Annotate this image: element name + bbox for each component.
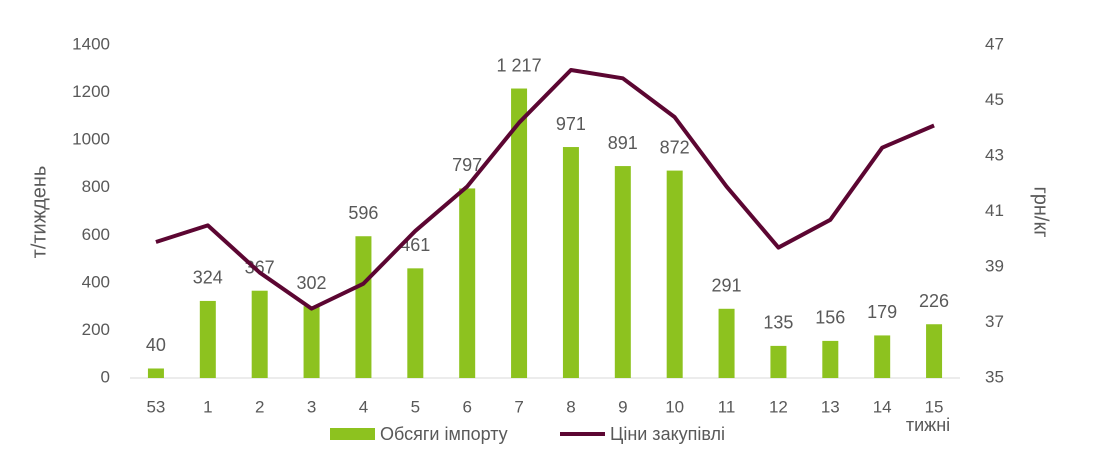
x-tick-label: 1: [203, 397, 212, 416]
bar: [407, 268, 424, 378]
data-label: 461: [400, 235, 430, 255]
bar: [147, 368, 164, 378]
data-label: 291: [712, 276, 742, 296]
data-label: 302: [297, 273, 327, 293]
x-tick-label: 10: [665, 397, 684, 416]
x-axis-label: тижні: [906, 415, 950, 435]
y2-tick-label: 43: [985, 145, 1004, 164]
x-tick-label: 13: [821, 397, 840, 416]
data-label: 797: [452, 155, 482, 175]
y-tick-label: 400: [82, 272, 110, 291]
x-tick-label: 11: [718, 397, 736, 416]
data-label: 971: [556, 114, 586, 134]
bar: [511, 88, 528, 378]
y2-tick-label: 41: [985, 201, 1004, 220]
bar: [822, 340, 839, 378]
y-tick-label: 0: [101, 367, 110, 386]
data-label: 179: [867, 302, 897, 322]
y-tick-label: 800: [82, 177, 110, 196]
bar: [355, 236, 372, 378]
x-tick-label: 4: [359, 397, 368, 416]
legend-label: Обсяги імпорту: [380, 424, 508, 444]
y2-tick-label: 37: [985, 312, 1004, 331]
bar: [251, 290, 268, 378]
bar: [199, 300, 216, 378]
bar: [926, 324, 943, 378]
y-tick-label: 1400: [72, 34, 110, 53]
y-tick-label: 1000: [72, 130, 110, 149]
data-label: 891: [608, 133, 638, 153]
line: [155, 67, 935, 311]
x-tick-label: 15: [925, 397, 944, 416]
bar: [303, 306, 320, 378]
bar: [459, 188, 476, 378]
x-tick-label: 2: [255, 397, 264, 416]
data-label: 596: [348, 203, 378, 223]
y2-tick-label: 45: [985, 90, 1004, 109]
data-label: 226: [919, 291, 949, 311]
x-tick-label: 9: [618, 397, 627, 416]
data-label: 367: [245, 257, 275, 277]
data-label: 1 217: [497, 55, 542, 75]
y-tick-label: 200: [82, 320, 110, 339]
x-tick-label: 7: [514, 397, 523, 416]
data-label: 40: [146, 335, 166, 355]
data-label: 135: [763, 313, 793, 333]
y-axis-label: т/тиждень: [28, 166, 50, 259]
bar: [562, 147, 579, 378]
y2-tick-label: 35: [985, 367, 1004, 386]
bar: [874, 335, 891, 378]
y-tick-label: 600: [82, 225, 110, 244]
y-tick-label: 1200: [72, 82, 110, 101]
data-label: 872: [660, 137, 690, 157]
x-tick-label: 3: [307, 397, 316, 416]
legend-swatch: [330, 428, 375, 440]
bar: [614, 166, 631, 378]
bar: [770, 345, 787, 378]
x-tick-label: 8: [566, 397, 575, 416]
x-tick-label: 5: [411, 397, 420, 416]
data-label: 156: [815, 308, 845, 328]
data-label: 324: [193, 268, 223, 288]
bar: [718, 308, 735, 378]
x-tick-label: 14: [873, 397, 892, 416]
y2-tick-label: 47: [985, 34, 1004, 53]
x-tick-label: 12: [769, 397, 788, 416]
bar: [666, 170, 683, 378]
y2-axis-label: грн/кг: [1030, 186, 1052, 237]
legend-label: Ціни закупівлі: [610, 424, 725, 444]
x-tick-label: 6: [462, 397, 471, 416]
x-tick-label: 53: [146, 397, 165, 416]
y2-tick-label: 39: [985, 256, 1004, 275]
